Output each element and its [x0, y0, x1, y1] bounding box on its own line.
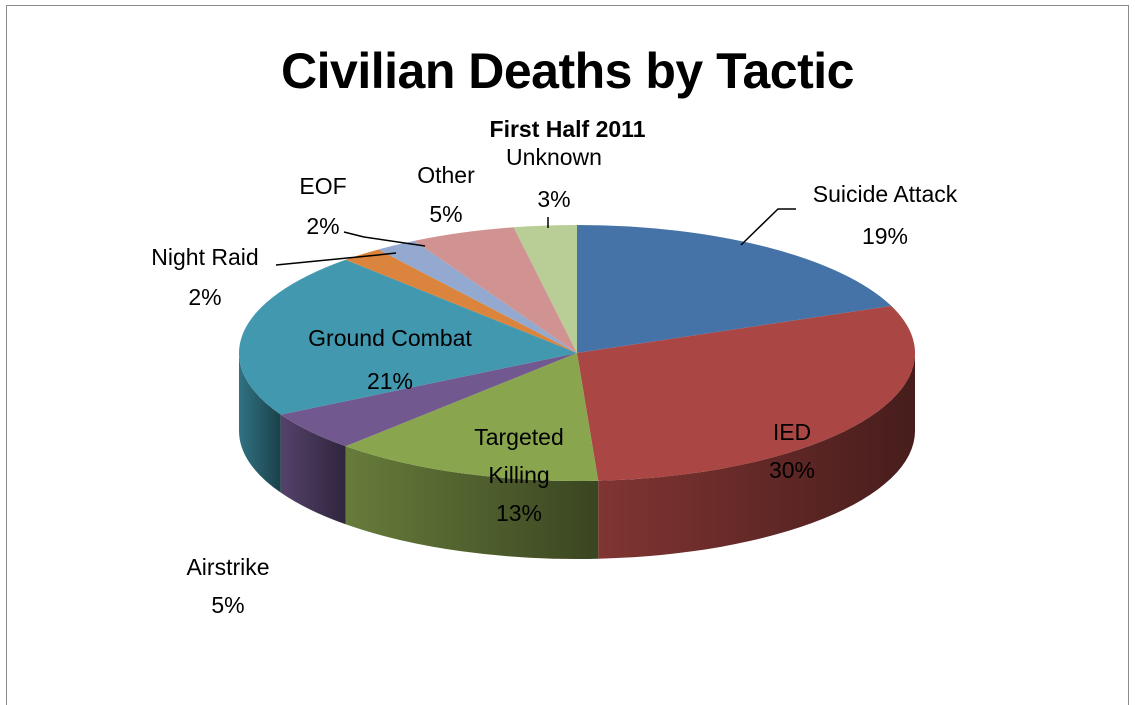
chart-subtitle: First Half 2011: [489, 116, 646, 142]
slice-name-label: EOF: [299, 173, 346, 199]
pie-slice: [345, 353, 599, 481]
slice-value-label: 19%: [862, 223, 908, 249]
slice-name-label: Airstrike: [186, 554, 269, 580]
slice-value-label: 21%: [367, 368, 413, 394]
slice-name-label: Killing: [488, 462, 549, 488]
slice-name-label: Unknown: [506, 144, 602, 170]
slice-value-label: 30%: [769, 457, 815, 483]
slice-value-label: 2%: [188, 284, 221, 310]
slice-labels: Suicide Attack 19% IED 30% Targeted Killing 13…: [151, 144, 957, 618]
leader-line: [740, 208, 796, 246]
slice-side: [345, 446, 599, 559]
pie-slice: [280, 353, 577, 447]
slice-name-label: Suicide Attack: [813, 181, 958, 207]
slice-value-label: 2%: [306, 213, 339, 239]
pie-slice: [513, 225, 577, 353]
slice-side: [598, 353, 915, 559]
leader-line: [343, 231, 426, 247]
leader-line: [275, 252, 397, 266]
leader-lines: [275, 208, 796, 266]
slice-value-label: 5%: [211, 592, 244, 618]
pie-slice: [577, 225, 892, 353]
pie-slice: [577, 305, 916, 481]
slice-value-label: 5%: [429, 201, 462, 227]
chart-title: Civilian Deaths by Tactic: [281, 43, 854, 99]
slice-value-label: 13%: [496, 500, 542, 526]
slice-side: [239, 353, 281, 493]
slice-name-label: Ground Combat: [308, 325, 472, 351]
pie-tops: [239, 225, 916, 481]
pie-slice: [345, 249, 577, 353]
slice-side: [280, 414, 346, 525]
slice-name-label: IED: [773, 419, 811, 445]
slice-value-label: 3%: [537, 186, 570, 212]
pie-sides: [239, 353, 915, 559]
slice-name-label: Night Raid: [151, 244, 258, 270]
slice-name-label: Other: [417, 162, 475, 188]
pie-slice: [378, 240, 577, 353]
slice-name-label: Targeted: [474, 424, 564, 450]
pie-slice: [239, 259, 577, 415]
pie-slice: [414, 227, 577, 353]
